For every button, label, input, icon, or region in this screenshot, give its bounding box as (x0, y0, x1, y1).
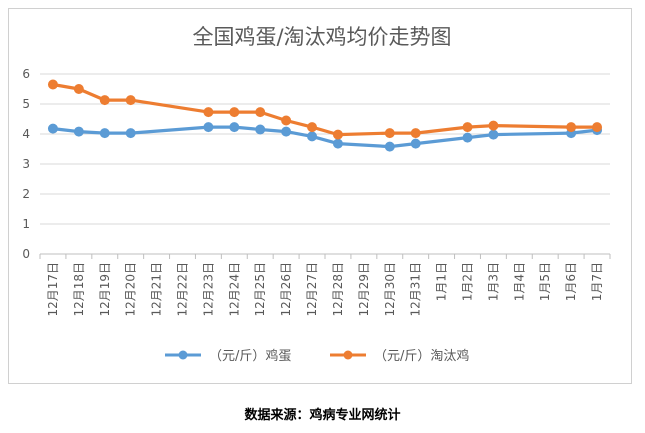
x-tick-label: 12月21日 (150, 262, 164, 317)
x-tick-label: 12月20日 (124, 262, 138, 317)
x-tick-label: 12月22日 (176, 262, 190, 317)
x-tick-label: 1月5日 (538, 262, 552, 301)
data-point-2 (332, 129, 343, 140)
legend-label-2: （元/斤）淘汰鸡 (374, 348, 469, 364)
x-tick-label: 12月31日 (409, 262, 423, 317)
data-point-1 (410, 138, 421, 149)
series-line-1 (51, 125, 599, 149)
data-point-2 (410, 128, 421, 139)
data-point-2 (99, 95, 110, 106)
legend-label-1: （元/斤）鸡蛋 (209, 348, 291, 364)
x-tick-label: 1月4日 (512, 262, 526, 301)
data-point-1 (47, 123, 58, 134)
data-point-1 (73, 126, 84, 137)
data-point-1 (203, 122, 214, 133)
y-tick-label: 3 (22, 157, 30, 171)
data-point-2 (203, 107, 214, 118)
y-tick-label: 5 (22, 97, 30, 111)
data-point-1 (255, 124, 266, 135)
x-tick-label: 1月6日 (564, 262, 578, 301)
data-point-2 (592, 122, 603, 133)
x-tick-label: 12月26日 (279, 262, 293, 317)
data-point-1 (462, 132, 473, 143)
data-point-2 (566, 122, 577, 133)
data-point-1 (99, 128, 110, 139)
data-point-1 (229, 122, 240, 133)
data-point-1 (488, 129, 499, 140)
line-chart: 全国鸡蛋/淘汰鸡均价走势图 0 1 2 3 4 5 6 12月17日 12月18日 12月19日 12… (22, 25, 611, 364)
data-point-1 (332, 138, 343, 149)
x-tick-label: 1月7日 (590, 262, 604, 301)
x-tick-label: 12月25日 (253, 262, 267, 317)
data-point-2 (488, 120, 499, 131)
x-tick-label: 12月27日 (305, 262, 319, 317)
data-point-2 (384, 128, 395, 139)
x-tick-label: 12月29日 (357, 262, 371, 317)
data-point-1 (281, 126, 292, 137)
y-tick-label: 4 (22, 127, 30, 141)
x-tick-label: 12月30日 (383, 262, 397, 317)
legend-marker-1 (178, 350, 188, 360)
x-tick-label: 12月17日 (46, 262, 60, 317)
data-point-2 (462, 122, 473, 133)
data-point-2 (125, 95, 136, 106)
data-point-2 (73, 84, 84, 94)
y-tick-label: 0 (22, 247, 30, 261)
x-tick-label: 1月3日 (486, 262, 500, 301)
chart-title: 全国鸡蛋/淘汰鸡均价走势图 (192, 25, 451, 49)
data-point-2 (229, 107, 240, 118)
source-caption: 数据来源：鸡病专业网统计 (244, 408, 401, 423)
data-point-1 (384, 141, 395, 152)
legend-marker-2 (343, 350, 353, 360)
y-tick-label: 2 (22, 187, 30, 201)
y-tick-label: 1 (22, 217, 30, 231)
x-tick-label: 12月23日 (201, 262, 215, 317)
data-point-2 (281, 115, 292, 126)
data-point-1 (307, 131, 318, 142)
x-tick-label: 1月2日 (461, 262, 475, 301)
series-line-2 (51, 82, 599, 137)
x-tick-label: 1月1日 (435, 262, 449, 301)
x-tick-label: 12月19日 (98, 262, 112, 317)
x-tick-label: 12月18日 (72, 262, 86, 317)
data-point-1 (125, 128, 136, 139)
x-tick-label: 12月24日 (227, 262, 241, 317)
x-tick-label: 12月28日 (331, 262, 345, 317)
data-point-2 (47, 79, 58, 90)
y-tick-label: 6 (22, 67, 30, 81)
data-point-2 (307, 122, 318, 133)
data-point-2 (255, 107, 266, 118)
chart-frame (8, 8, 632, 384)
